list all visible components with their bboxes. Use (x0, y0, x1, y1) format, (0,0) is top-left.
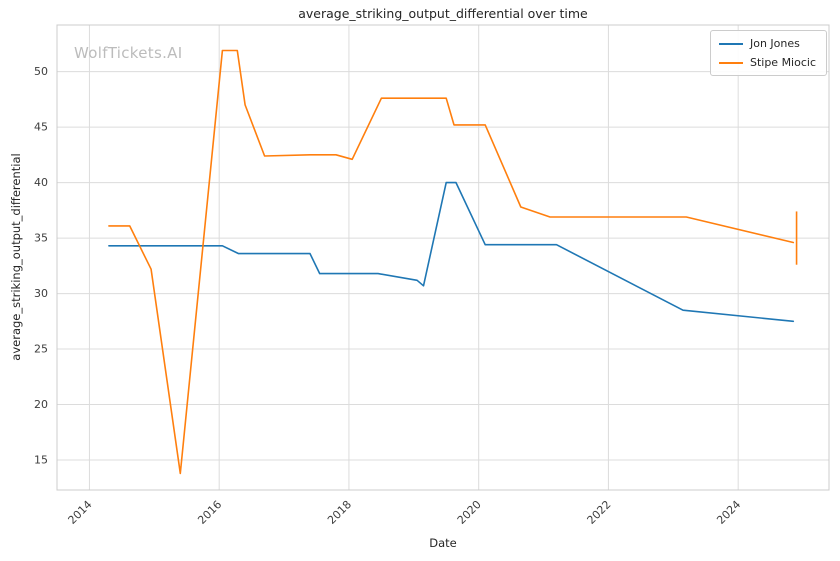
x-tick-label: 2024 (714, 498, 743, 527)
x-tick-label: 2014 (66, 498, 95, 527)
series-line-jon-jones (108, 181, 795, 323)
x-tick-label: 2018 (325, 498, 354, 527)
y-tick-label: 15 (34, 454, 48, 467)
series-line-stipe-miocic (108, 49, 795, 475)
y-tick-label: 20 (34, 398, 48, 411)
y-axis-label: average_striking_output_differential (9, 153, 23, 361)
legend-line-swatch-stipe-miocic (718, 61, 743, 64)
legend-item-stipe-miocic: Stipe Miocic (718, 56, 816, 69)
y-tick-label: 30 (34, 287, 48, 300)
x-axis-label: Date (429, 536, 457, 550)
legend-label-jon-jones: Jon Jones (749, 37, 800, 50)
y-tick-label: 45 (34, 121, 48, 134)
legend-line-swatch-jon-jones (718, 42, 743, 45)
x-tick-label: 2022 (585, 498, 614, 527)
legend-item-jon-jones: Jon Jones (718, 37, 816, 50)
plot-border (56, 24, 830, 491)
legend-label-stipe-miocic: Stipe Miocic (749, 56, 816, 69)
y-tick-label: 35 (34, 232, 48, 245)
y-tick-label: 40 (34, 176, 48, 189)
legend: Jon Jones Stipe Miocic (709, 30, 827, 76)
x-tick-label: 2016 (195, 498, 224, 527)
y-tick-label: 25 (34, 343, 48, 356)
y-tick-label: 50 (34, 65, 48, 78)
x-tick-label: 2020 (455, 498, 484, 527)
watermark: WolfTickets.AI (74, 44, 183, 62)
chart-title: average_striking_output_differential ove… (298, 6, 588, 21)
